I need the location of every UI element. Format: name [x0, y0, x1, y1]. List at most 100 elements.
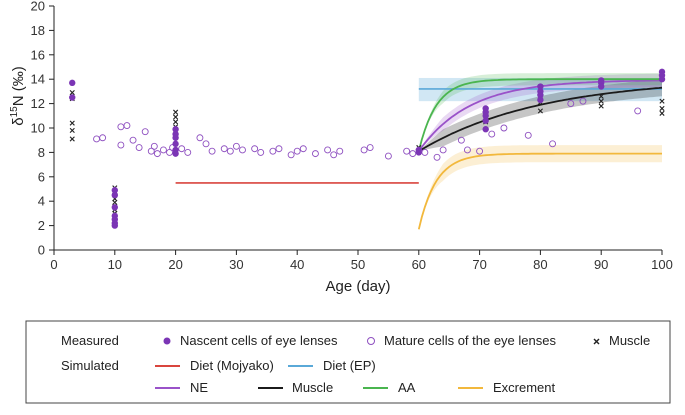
mature-cell-point: [117, 123, 125, 131]
mature-cell-point: [476, 147, 484, 155]
measured-points: [69, 68, 666, 229]
muscle-point: [598, 93, 604, 99]
legend-measured-label: Measured: [61, 333, 119, 348]
mature-cell-point: [99, 134, 107, 142]
legend-nascent-label: Nascent cells of eye lenses: [180, 333, 338, 348]
muscle-point-stroke: [69, 136, 75, 142]
mature-cell-point: [549, 140, 557, 148]
x-tick-label: 20: [168, 257, 182, 272]
legend: Measured Nascent cells of eye lenses Mat…: [25, 320, 671, 404]
muscle-point: [69, 136, 75, 142]
mature-cell-point: [360, 146, 368, 154]
legend-muscle-line-label: Muscle: [292, 380, 333, 395]
muscle-point: [598, 103, 604, 109]
muscle-point: [537, 108, 543, 114]
mature-cell-point: [409, 150, 417, 158]
nascent-cell-point: [111, 204, 119, 211]
mature-cell-point: [330, 151, 338, 159]
muscle-point: [173, 119, 179, 125]
muscle-point: [69, 127, 75, 134]
mature-cell-point: [324, 146, 332, 154]
muscle-point-stroke: [173, 109, 179, 115]
y-tick-label: 12: [31, 96, 45, 111]
mature-cell-point: [366, 144, 374, 151]
y-axis-title-delta: δ: [10, 117, 27, 125]
mature-cell-point: [123, 122, 131, 130]
mature-cell-point: [166, 148, 173, 156]
mature-cell-point: [524, 131, 532, 139]
excrement-band: [418, 145, 662, 230]
muscle-point: [659, 110, 665, 116]
y-tick-label: 8: [38, 145, 45, 160]
legend-muscle-points-label: Muscle: [609, 333, 650, 348]
x-axis-title: Age (day): [325, 278, 390, 295]
nascent-cell-point: [537, 91, 544, 99]
nascent-cell-point: [111, 191, 119, 199]
mature-cell-point: [500, 124, 508, 132]
muscle-point-stroke: [537, 108, 543, 114]
nascent-cell-point: [111, 222, 119, 229]
y-axis-title-unit: N (‰): [10, 66, 27, 106]
legend-excrement-label: Excrement: [493, 380, 556, 395]
nascent-cell-point: [69, 79, 76, 87]
mature-cell-point: [384, 152, 392, 160]
mature-cell-point: [251, 145, 259, 153]
mature-cell-point: [196, 134, 204, 142]
nascent-cell-point: [172, 126, 179, 133]
muscle-point-stroke: [659, 105, 665, 112]
mature-cell-point: [299, 145, 307, 153]
nascent-cell-point: [537, 96, 544, 104]
muscle-point: [598, 98, 604, 104]
y-tick-label: 2: [38, 218, 45, 233]
x-tick-label: 10: [108, 257, 122, 272]
mature-cell-point: [239, 146, 246, 154]
mature-cell-point: [117, 141, 125, 149]
nascent-cell-point: [111, 187, 119, 194]
x-tick-label: 40: [290, 257, 304, 272]
mature-cell-point: [129, 136, 137, 144]
mature-cell-point: [141, 128, 149, 136]
x-tick-label: 80: [533, 257, 547, 272]
mature-cell-point: [159, 146, 167, 154]
muscle-point: [173, 114, 179, 120]
nascent-cell-point: [598, 83, 605, 90]
y-tick-label: 18: [31, 23, 45, 38]
mature-cell-point: [184, 148, 192, 156]
muscle-point-stroke: [598, 103, 604, 109]
muscle-point-stroke: [659, 98, 665, 104]
mature-cell-point: [93, 135, 101, 143]
y-tick-label: 4: [38, 194, 45, 209]
legend-box: [25, 320, 671, 404]
muscle-point-stroke: [598, 93, 604, 99]
x-tick-label: 30: [229, 257, 243, 272]
muscle-point-stroke: [69, 90, 75, 96]
mature-cell-point: [150, 142, 158, 150]
mature-cell-point: [463, 146, 471, 154]
y-tick-label: 20: [31, 0, 45, 14]
legend-nascent-marker: [163, 337, 171, 345]
legend-diet-ep-label: Diet (EP): [323, 358, 376, 373]
legend-aa-label: AA: [398, 380, 416, 395]
legend-mature-label: Mature cells of the eye lenses: [384, 333, 556, 348]
y-axis-title-superscript: 15: [9, 106, 20, 118]
muscle-point-stroke: [659, 110, 665, 116]
mature-cell-point: [147, 147, 155, 155]
muscle-point: [173, 109, 179, 115]
muscle-point-stroke: [173, 119, 179, 125]
mature-cell-point: [433, 153, 441, 161]
mature-cell-point: [567, 100, 575, 108]
muscle-point: [69, 90, 75, 96]
nascent-cell-point: [482, 117, 489, 124]
mature-cell-point: [220, 145, 228, 153]
mature-cell-point: [634, 107, 642, 115]
mature-cell-point: [311, 150, 319, 158]
x-tick-label: 50: [351, 257, 365, 272]
nascent-cell-point: [537, 83, 544, 90]
mature-cell-point: [269, 147, 277, 155]
mature-cell-point: [421, 148, 429, 156]
mature-cell-point: [208, 147, 216, 155]
mature-cell-point: [257, 148, 265, 156]
mature-cell-point: [336, 147, 344, 155]
axis-ticks: 0 10 20 30 40 50 60 70 80 90 100 0 2 4 6 8 10 12 14 16 18 20: [31, 0, 673, 272]
